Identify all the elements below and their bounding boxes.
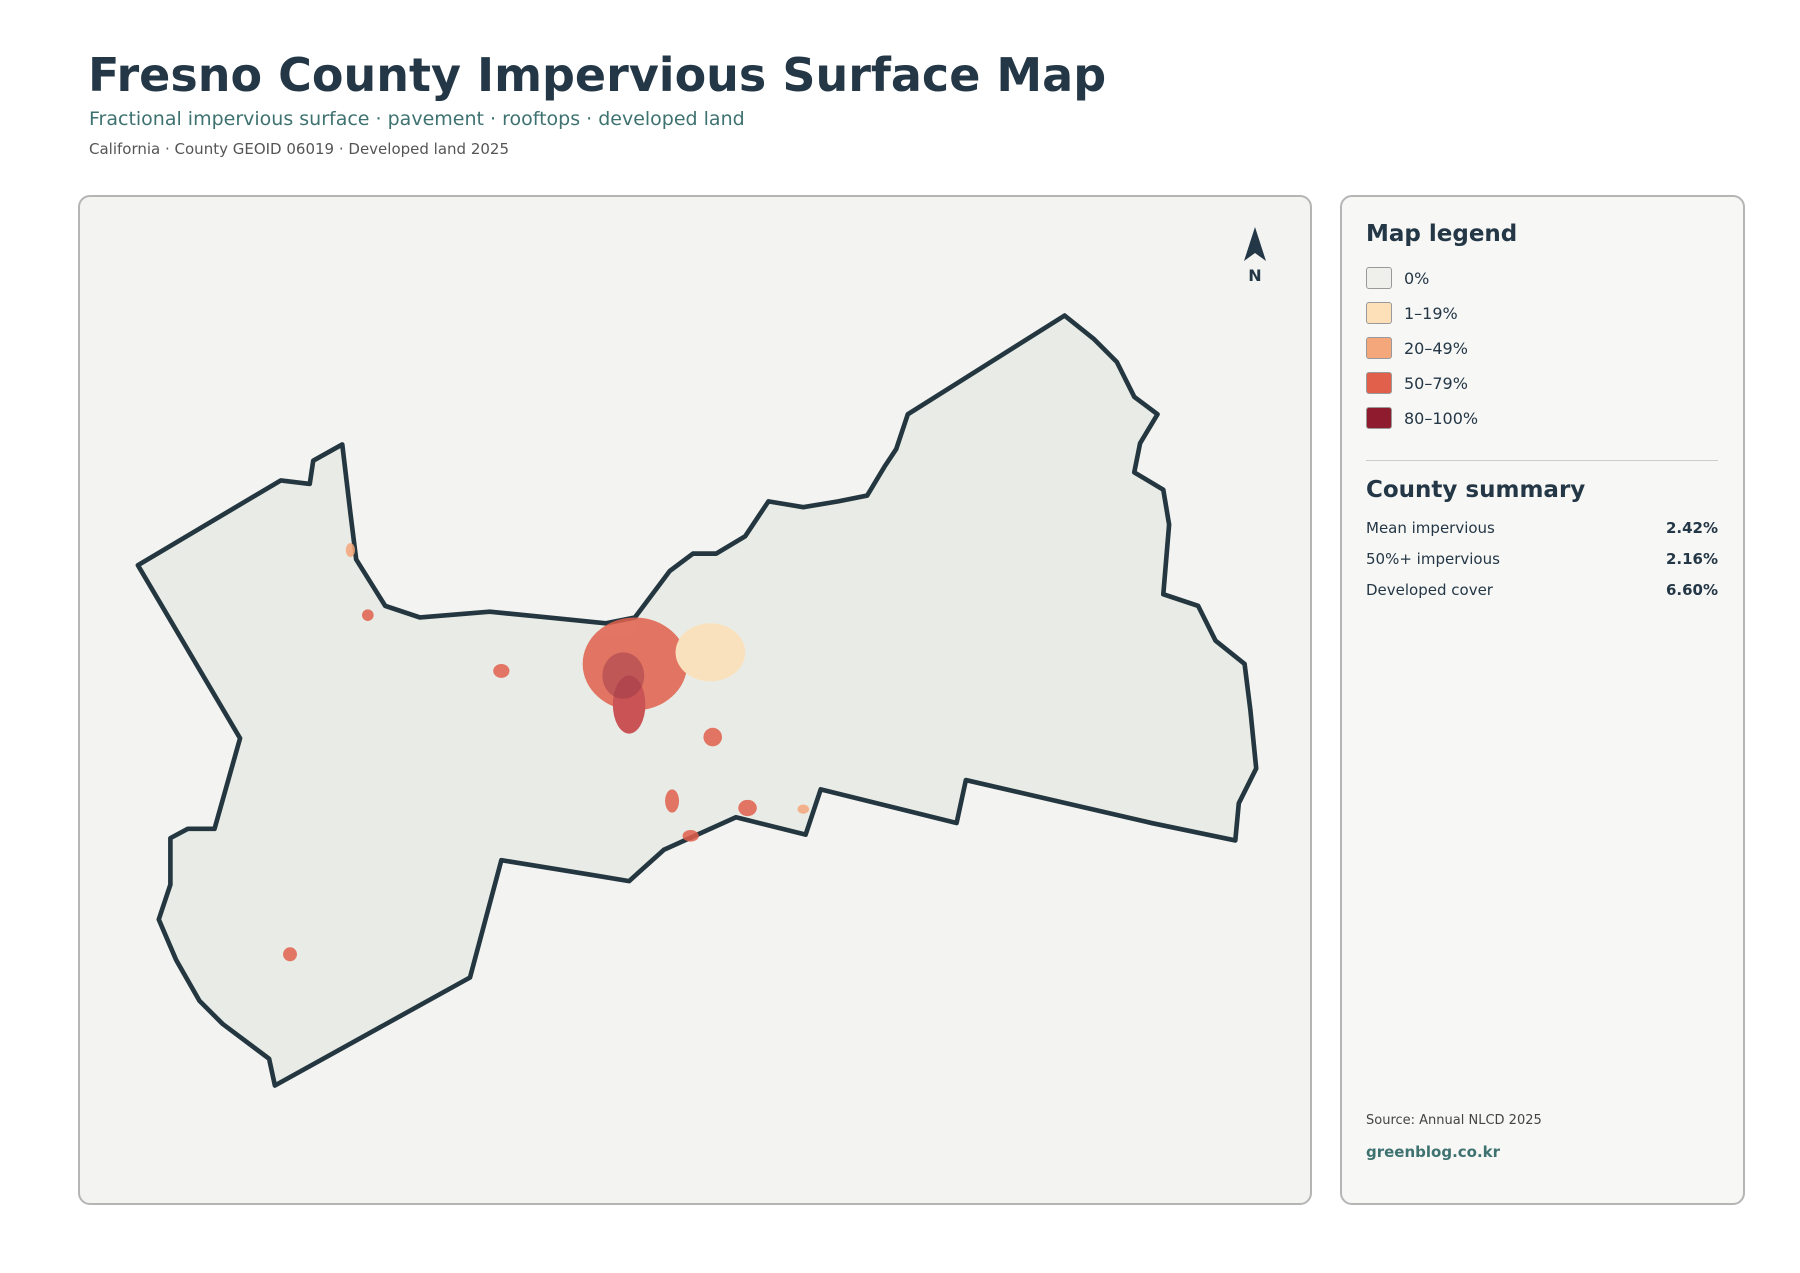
legend-swatch <box>1366 372 1392 394</box>
map: N <box>135 227 1266 1088</box>
divider <box>1366 460 1718 461</box>
summary-value: 6.60% <box>1665 581 1718 599</box>
site: greenblog.co.kr <box>1366 1143 1501 1161</box>
legend-swatch <box>1366 267 1392 289</box>
north-arrow <box>1244 227 1266 261</box>
subtitle: Fractional impervious surface · pavement… <box>89 108 745 130</box>
meta: California · County GEOID 06019 · Develo… <box>89 140 509 158</box>
legend-swatch <box>1366 302 1392 324</box>
legend-title: Map legend <box>1366 221 1518 247</box>
legend-item: 80–100% <box>1366 407 1478 429</box>
summary-row: 50%+ impervious 2.16% <box>1366 550 1718 568</box>
summary-label: Developed cover <box>1366 581 1493 599</box>
legend-label: 50–79% <box>1404 373 1468 393</box>
legend-panel: Map legend 0% 1–19% 20–49% 50–79% 80–100% Co… <box>1340 195 1745 1205</box>
legend-label: 80–100% <box>1404 408 1479 428</box>
source: Source: Annual NLCD 2025 <box>1366 1113 1542 1128</box>
legend-item: 0% <box>1366 267 1429 289</box>
county-shape <box>135 313 1259 1088</box>
map-panel: N <box>78 195 1312 1205</box>
legend-item: 1–19% <box>1366 302 1458 324</box>
north-label: N <box>1248 266 1261 285</box>
legend-swatch <box>1366 337 1392 359</box>
legend-label: 1–19% <box>1404 303 1458 323</box>
summary-title: County summary <box>1366 477 1586 503</box>
legend-item: 50–79% <box>1366 372 1468 394</box>
legend-label: 20–49% <box>1404 338 1468 358</box>
summary-label: 50%+ impervious <box>1366 550 1500 568</box>
summary-value: 2.16% <box>1665 550 1718 568</box>
title: Fresno County Impervious Surface Map <box>88 48 1107 102</box>
summary-row: Mean impervious 2.42% <box>1366 519 1718 537</box>
summary-row: Developed cover 6.60% <box>1366 581 1718 599</box>
legend-swatch <box>1366 407 1392 429</box>
legend-label: 0% <box>1404 268 1430 288</box>
summary-label: Mean impervious <box>1366 519 1495 537</box>
legend-item: 20–49% <box>1366 337 1468 359</box>
summary-value: 2.42% <box>1665 519 1718 537</box>
urban-areas <box>283 543 810 962</box>
